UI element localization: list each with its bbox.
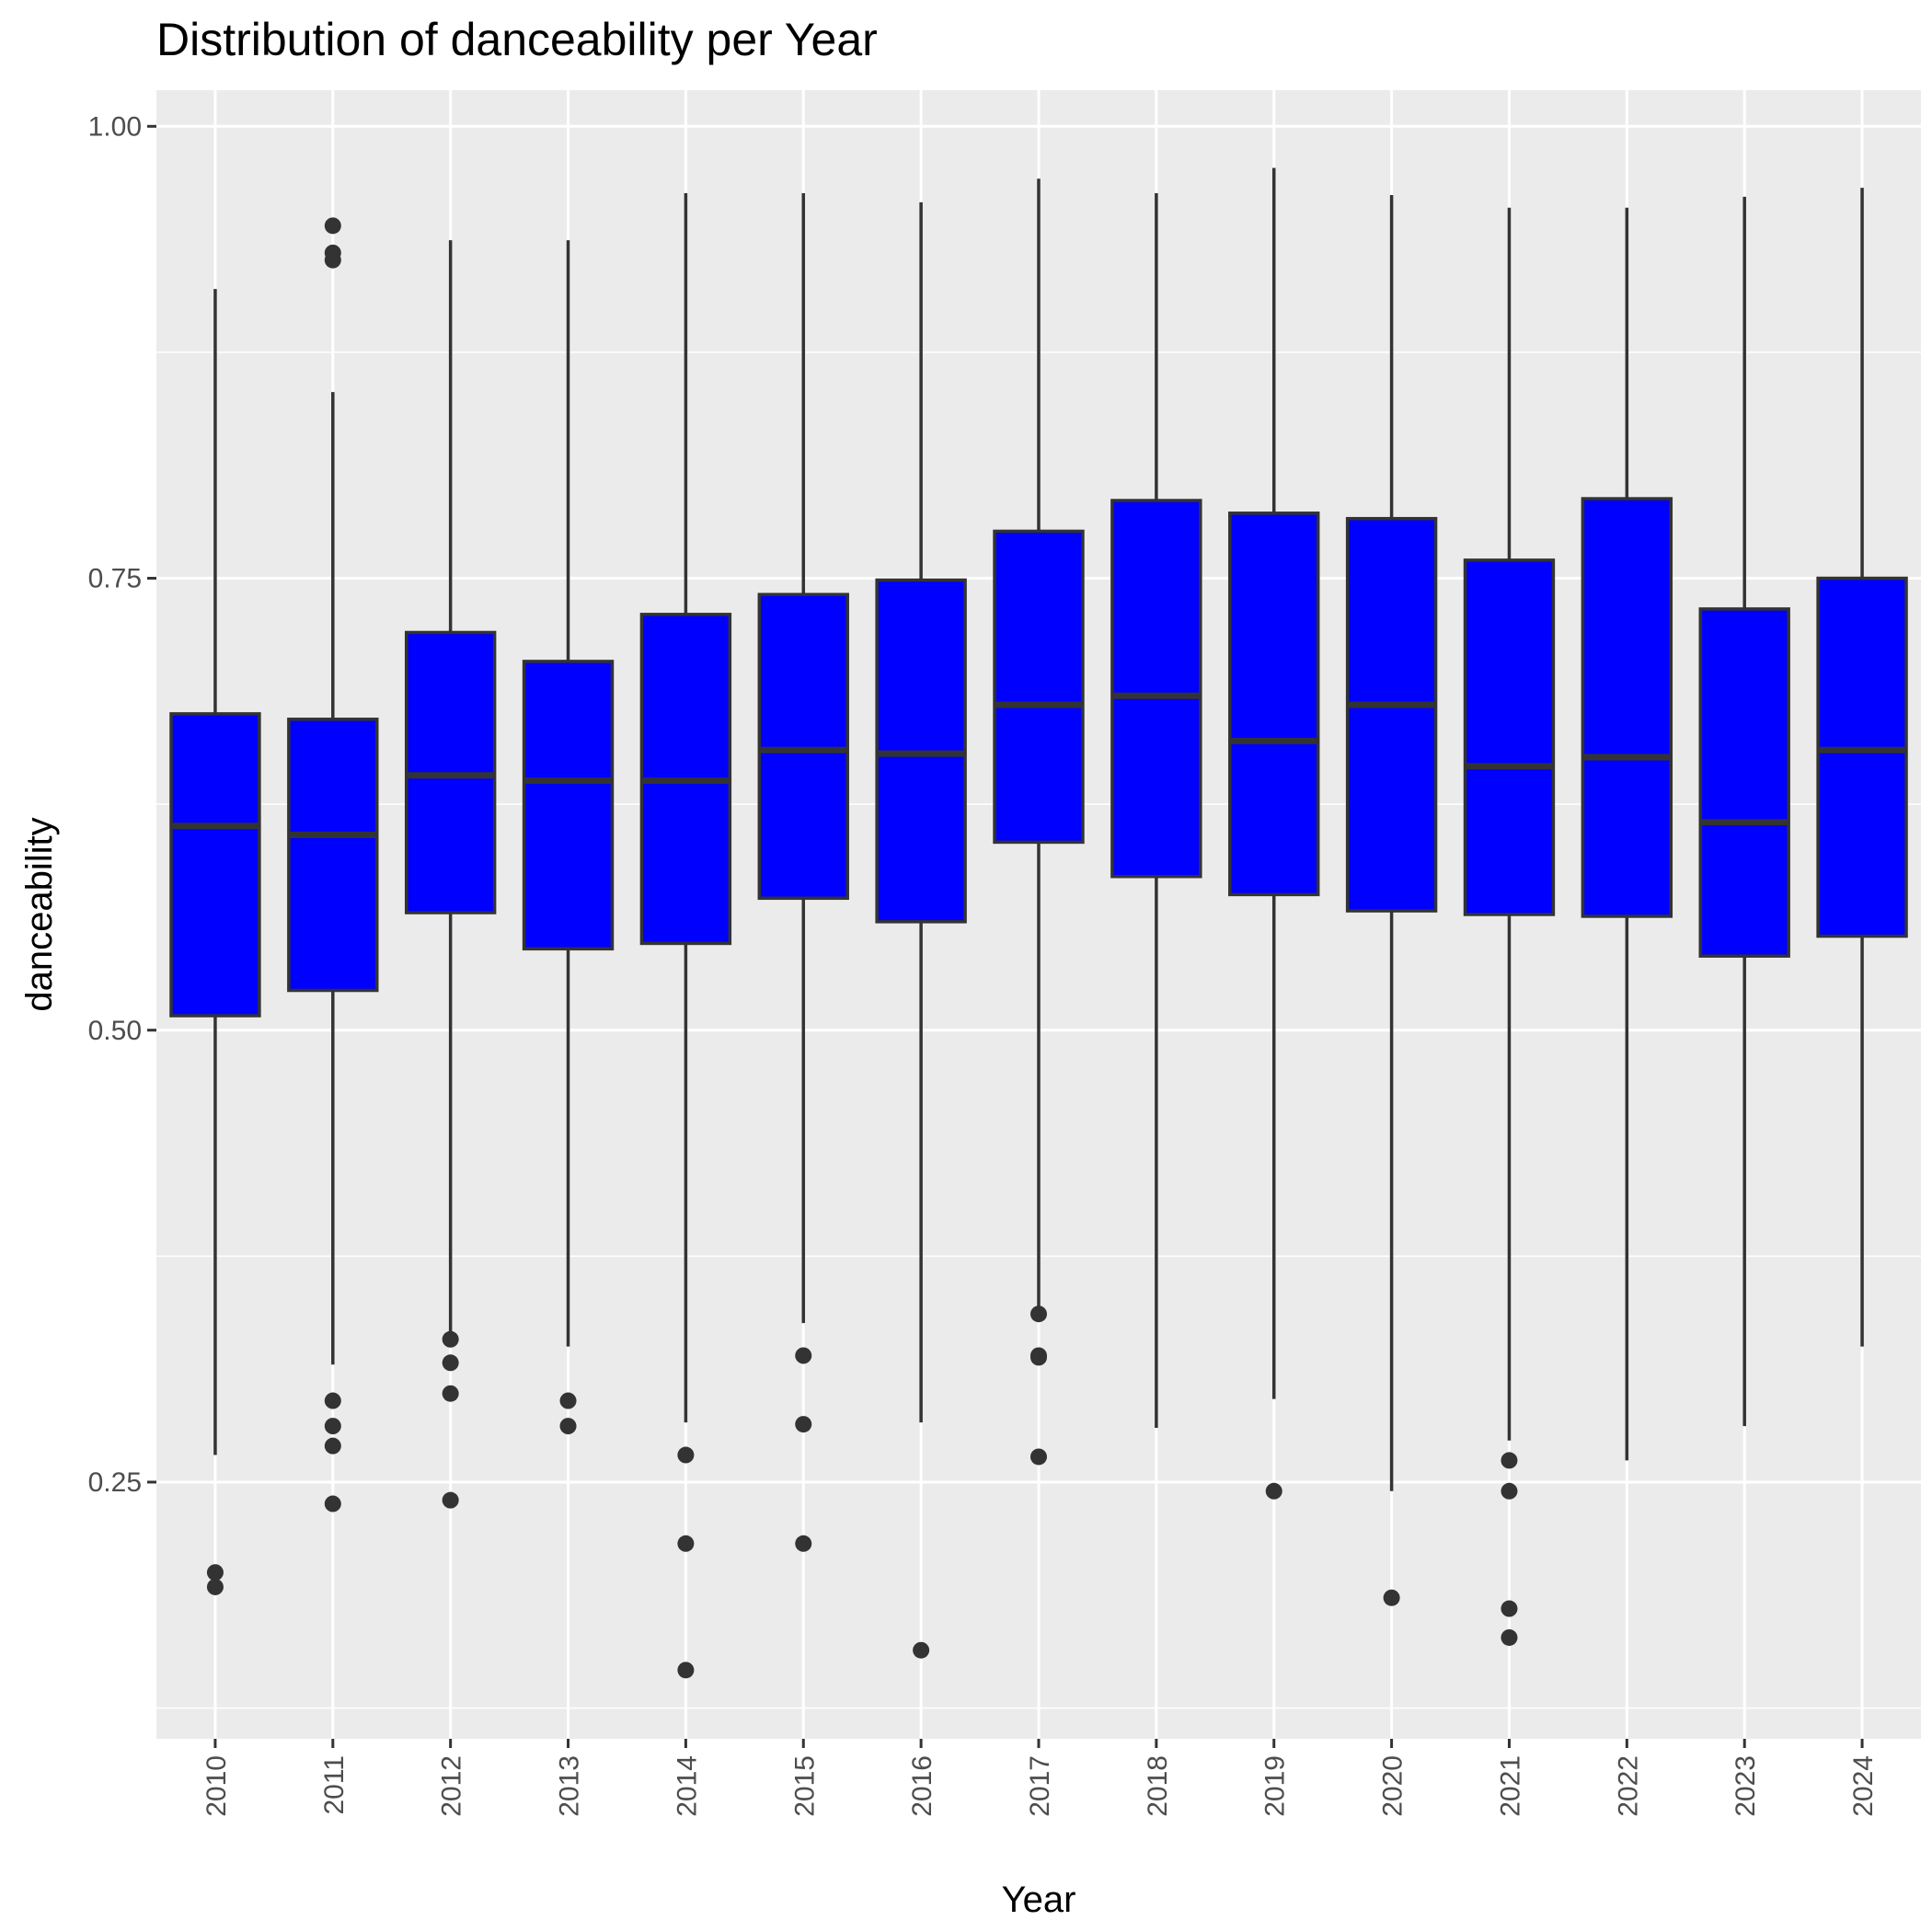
iqr-box bbox=[169, 712, 261, 1018]
x-tick-label: 2019 bbox=[1260, 1755, 1291, 1817]
iqr-box bbox=[1581, 497, 1673, 918]
outlier-point bbox=[206, 1578, 224, 1595]
x-tick-label: 2020 bbox=[1378, 1755, 1409, 1817]
x-tick-label: 2024 bbox=[1848, 1755, 1879, 1817]
outlier-point bbox=[913, 1641, 930, 1659]
box-series bbox=[169, 167, 1908, 1679]
outlier-point bbox=[1501, 1600, 1518, 1617]
outlier-point bbox=[324, 251, 341, 269]
y-tick-label: 0.25 bbox=[88, 1467, 142, 1498]
box-2021 bbox=[1463, 207, 1556, 1646]
x-tick-label: 2013 bbox=[555, 1755, 585, 1817]
iqr-box bbox=[1816, 576, 1908, 938]
box-2010 bbox=[169, 289, 261, 1595]
y-axis-label: danceability bbox=[19, 817, 60, 1011]
outlier-point bbox=[677, 1446, 695, 1464]
outlier-point bbox=[1030, 1349, 1047, 1366]
iqr-box bbox=[1228, 512, 1320, 897]
outlier-point bbox=[206, 1564, 224, 1581]
outlier-point bbox=[677, 1535, 695, 1552]
outlier-point bbox=[795, 1347, 812, 1364]
box-2024 bbox=[1816, 188, 1908, 1347]
outlier-point bbox=[1265, 1482, 1282, 1500]
x-tick-label: 2023 bbox=[1731, 1755, 1761, 1817]
x-tick-label: 2021 bbox=[1495, 1755, 1525, 1817]
box-2014 bbox=[639, 193, 732, 1679]
box-2023 bbox=[1698, 196, 1790, 1427]
outlier-point bbox=[1501, 1628, 1518, 1646]
iqr-box bbox=[522, 660, 615, 951]
outlier-point bbox=[324, 1495, 341, 1512]
outlier-point bbox=[324, 1418, 341, 1435]
x-tick-label: 2016 bbox=[907, 1755, 937, 1817]
x-tick-label: 2015 bbox=[789, 1755, 820, 1817]
outlier-point bbox=[795, 1535, 812, 1552]
outlier-point bbox=[442, 1330, 459, 1348]
outlier-point bbox=[1501, 1452, 1518, 1469]
outlier-point bbox=[442, 1354, 459, 1372]
iqr-box bbox=[993, 529, 1085, 845]
x-axis-label: Year bbox=[1002, 1880, 1076, 1920]
outlier-point bbox=[442, 1491, 459, 1509]
x-tick-label: 2022 bbox=[1613, 1755, 1643, 1817]
box-2011 bbox=[287, 217, 379, 1512]
box-2015 bbox=[757, 193, 849, 1552]
x-tick-label: 2010 bbox=[201, 1755, 232, 1817]
box-2017 bbox=[993, 178, 1085, 1466]
x-axis: 2010 2011 2012 2013 2014 2015 2016 2017 2018 2019… bbox=[201, 1739, 1879, 1817]
box-2019 bbox=[1228, 167, 1320, 1500]
outlier-point bbox=[677, 1662, 695, 1679]
outlier-point bbox=[795, 1416, 812, 1433]
outlier-point bbox=[559, 1392, 577, 1409]
outlier-point bbox=[324, 1392, 341, 1409]
outlier-point bbox=[559, 1418, 577, 1435]
box-2022 bbox=[1581, 207, 1673, 1461]
outlier-point bbox=[442, 1385, 459, 1402]
y-tick-label: 0.75 bbox=[88, 564, 142, 594]
box-2013 bbox=[522, 240, 615, 1435]
x-tick-label: 2014 bbox=[672, 1755, 702, 1817]
outlier-point bbox=[1030, 1448, 1047, 1466]
box-2016 bbox=[875, 201, 967, 1659]
y-tick-label: 1.00 bbox=[88, 111, 142, 142]
box-2012 bbox=[404, 240, 497, 1509]
box-2018 bbox=[1110, 193, 1202, 1429]
x-tick-label: 2011 bbox=[319, 1755, 350, 1815]
iqr-box bbox=[757, 592, 849, 901]
outlier-point bbox=[324, 217, 341, 235]
iqr-box bbox=[1463, 558, 1556, 916]
x-tick-label: 2018 bbox=[1143, 1755, 1173, 1817]
box-2020 bbox=[1345, 194, 1438, 1606]
iqr-box bbox=[287, 718, 379, 993]
iqr-box bbox=[1698, 607, 1790, 958]
x-tick-label: 2012 bbox=[437, 1755, 467, 1817]
outlier-point bbox=[1501, 1482, 1518, 1500]
chart-title: Distribution of danceability per Year bbox=[156, 14, 878, 65]
iqr-box bbox=[1110, 499, 1202, 879]
y-axis: 0.25 0.50 0.75 1.00 bbox=[88, 111, 156, 1498]
outlier-point bbox=[1030, 1305, 1047, 1323]
y-tick-label: 0.50 bbox=[88, 1016, 142, 1046]
x-tick-label: 2017 bbox=[1025, 1755, 1055, 1817]
outlier-point bbox=[1383, 1589, 1400, 1606]
outlier-point bbox=[324, 1437, 341, 1455]
iqr-box bbox=[1345, 516, 1438, 913]
